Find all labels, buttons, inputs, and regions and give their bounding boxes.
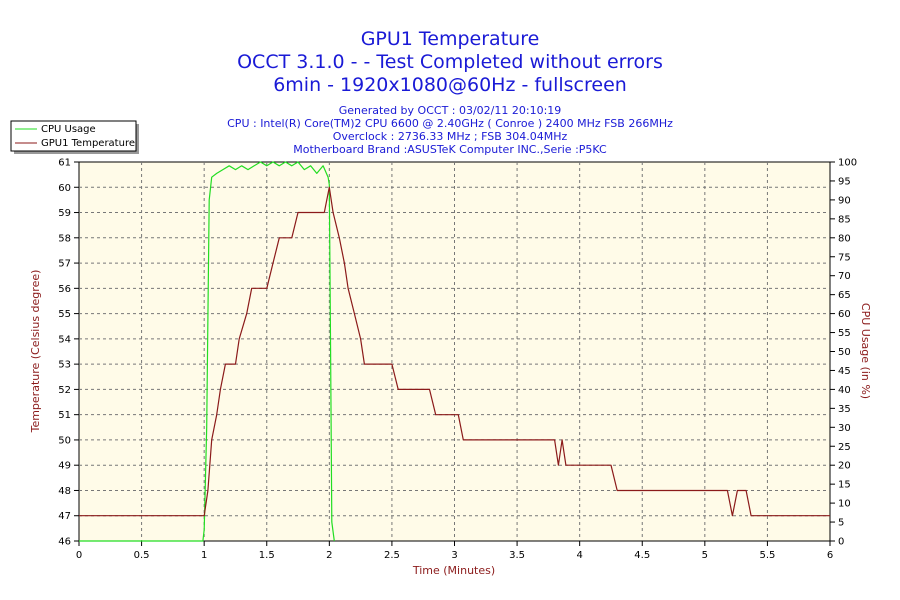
x-tick-label: 5 (702, 550, 708, 561)
y-right-tick-label: 30 (838, 423, 851, 434)
y-right-tick-label: 60 (838, 309, 851, 320)
legend: CPU Usage GPU1 Temperature (10, 120, 139, 154)
y-right-tick-label: 65 (838, 290, 851, 301)
grid-lines (79, 162, 830, 541)
y-right-tick-label: 70 (838, 271, 851, 282)
plot-area (78, 161, 831, 542)
y-right-tick-label: 55 (838, 328, 851, 339)
y-left-tick-label: 54 (58, 334, 71, 345)
y-right-tick-label: 0 (838, 537, 844, 548)
chart-title-line-2: OCCT 3.1.0 - - Test Completed without er… (237, 51, 663, 73)
y-left-tick-label: 53 (58, 360, 71, 371)
info-overclock: Overclock : 2736.33 MHz ; FSB 304.04MHz (333, 130, 568, 143)
y-right-axis-label: CPU Usage (in %) (859, 303, 872, 399)
x-tick-label: 4.5 (634, 550, 650, 561)
y-left-tick-label: 60 (58, 183, 71, 194)
y-right-tick-label: 35 (838, 404, 851, 415)
y-left-tick-label: 47 (58, 511, 71, 522)
y-left-tick-label: 57 (58, 259, 71, 270)
y-right-tick-label: 45 (838, 366, 851, 377)
x-tick-label: 1.5 (259, 550, 275, 561)
y-left-axis-ticks: 46 47 48 49 50 51 52 53 54 55 56 57 58 59 60 61 (58, 158, 79, 548)
chart-title-line-3: 6min - 1920x1080@60Hz - fullscreen (273, 74, 627, 96)
x-tick-label: 1 (201, 550, 207, 561)
x-tick-label: 2 (326, 550, 332, 561)
x-tick-label: 4 (576, 550, 582, 561)
y-right-tick-label: 80 (838, 233, 851, 244)
y-left-tick-label: 55 (58, 309, 71, 320)
x-axis-label: Time (Minutes) (412, 564, 495, 577)
x-tick-label: 0 (76, 550, 82, 561)
y-right-tick-label: 85 (838, 214, 851, 225)
x-axis-ticks: 0 0.5 1 1.5 2 2.5 3 3.5 4 4.5 5 5.5 6 (76, 541, 833, 561)
y-right-tick-label: 15 (838, 480, 851, 491)
y-right-tick-label: 95 (838, 176, 851, 187)
series-line-gpu1-temperature (79, 186, 830, 517)
chart-title-line-1: GPU1 Temperature (361, 28, 540, 50)
x-tick-label: 3 (451, 550, 457, 561)
y-left-tick-label: 52 (58, 385, 71, 396)
y-left-tick-label: 49 (58, 461, 71, 472)
y-right-tick-label: 75 (838, 252, 851, 263)
y-left-tick-label: 59 (58, 208, 71, 219)
series-line-cpu-usage (79, 161, 335, 542)
y-right-tick-label: 25 (838, 442, 851, 453)
x-tick-label: 5.5 (759, 550, 775, 561)
y-right-tick-label: 90 (838, 195, 851, 206)
y-right-tick-label: 40 (838, 385, 851, 396)
y-right-axis-ticks: 0 5 10 15 20 25 30 35 40 45 50 55 60 65 70 75 80 85 90 95 10… (830, 158, 857, 548)
y-left-tick-label: 61 (58, 158, 71, 169)
x-tick-label: 0.5 (134, 550, 150, 561)
x-tick-label: 2.5 (384, 550, 400, 561)
y-right-tick-label: 20 (838, 461, 851, 472)
y-right-tick-label: 100 (838, 158, 857, 169)
y-left-tick-label: 46 (58, 537, 71, 548)
y-left-tick-label: 51 (58, 410, 71, 421)
info-generated: Generated by OCCT : 03/02/11 20:10:19 (339, 104, 562, 117)
x-tick-label: 3.5 (509, 550, 525, 561)
legend-label-cpu-usage: CPU Usage (41, 124, 96, 135)
y-left-tick-label: 56 (58, 284, 71, 295)
y-right-tick-label: 5 (838, 518, 844, 529)
legend-label-gpu-temperature: GPU1 Temperature (41, 138, 135, 149)
y-left-tick-label: 58 (58, 233, 71, 244)
y-right-tick-label: 10 (838, 499, 851, 510)
y-left-tick-label: 50 (58, 435, 71, 446)
y-left-tick-label: 48 (58, 486, 71, 497)
info-motherboard: Motherboard Brand :ASUSTeK Computer INC.… (293, 143, 607, 156)
series-lines (79, 161, 830, 542)
info-cpu: CPU : Intel(R) Core(TM)2 CPU 6600 @ 2.40… (227, 117, 673, 130)
x-tick-label: 6 (827, 550, 833, 561)
y-right-tick-label: 50 (838, 347, 851, 358)
y-left-axis-label: Temperature (Celsius degree) (29, 270, 42, 434)
